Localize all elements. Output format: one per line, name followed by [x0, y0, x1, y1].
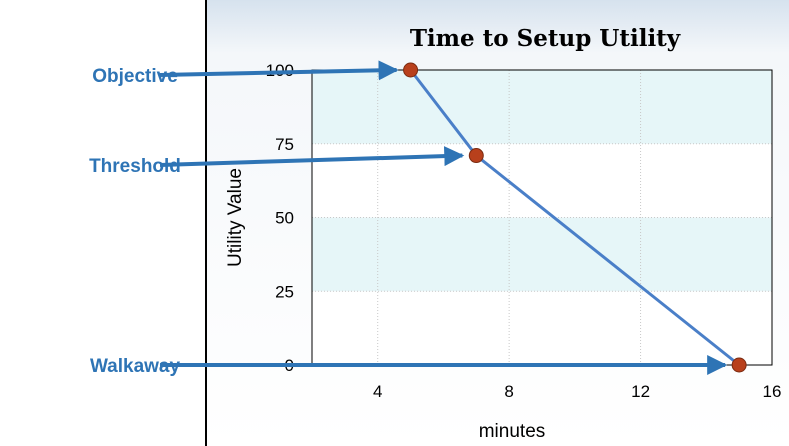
callout-arrow [159, 60, 399, 81]
chart-title: Time to Setup Utility [410, 25, 681, 52]
data-point [468, 148, 484, 164]
callout-label: Walkaway [90, 356, 181, 377]
y-tick-label: 25 [275, 282, 294, 301]
y-tick-label: 75 [275, 135, 294, 154]
alternating-bands [312, 70, 772, 292]
callout-label: Objective [92, 66, 178, 87]
band [312, 217, 772, 292]
callout-arrow [159, 146, 465, 167]
callout-label: Threshold [89, 156, 181, 177]
x-tick-label: 8 [504, 382, 513, 401]
x-axis-ticks: 4 8 12 16 [373, 382, 781, 401]
y-tick-label: 50 [275, 209, 294, 228]
x-tick-label: 12 [631, 382, 650, 401]
callouts: Objective Threshold Walkaway [89, 60, 728, 377]
x-tick-label: 4 [373, 382, 382, 401]
x-tick-label: 16 [763, 382, 782, 401]
x-axis-label: minutes [479, 421, 546, 442]
data-points [403, 62, 747, 373]
data-point [731, 357, 747, 373]
y-axis-label: Utility Value [225, 168, 246, 267]
plot-area [311, 69, 773, 366]
band [312, 70, 772, 144]
data-point [403, 62, 419, 78]
